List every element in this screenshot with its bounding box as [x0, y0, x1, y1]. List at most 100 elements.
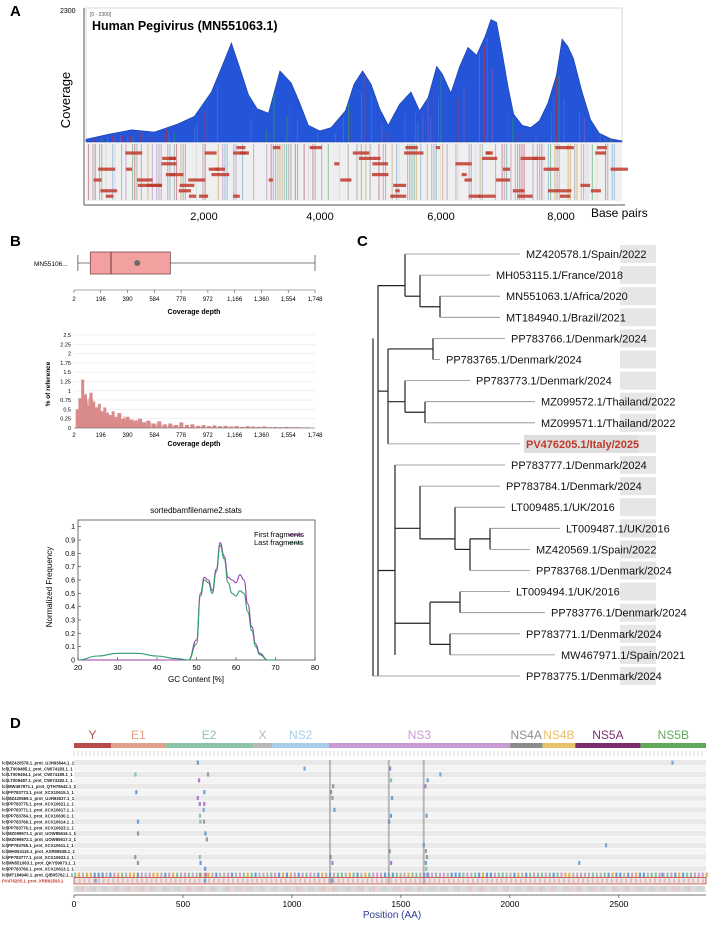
boxplot-mean — [134, 260, 141, 266]
alignment-variant-cell — [580, 872, 583, 877]
read-column — [605, 144, 607, 200]
alignment-variant-cell — [204, 866, 207, 871]
alignment-variant-cell — [400, 878, 402, 883]
alignment-variant-cell — [83, 878, 86, 883]
read-column — [365, 144, 367, 200]
alignment-variant-cell — [336, 872, 340, 877]
alignment-variant-cell — [304, 878, 306, 883]
alignment-variant-cell — [219, 872, 222, 877]
alignment-variant-cell — [685, 872, 689, 877]
domain-label-ns2: NS2 — [289, 728, 313, 742]
alignment-row-label: lcl|PP783771.1_prot_XCX10617.1_1 — [2, 808, 75, 813]
alignment-variant-cell — [262, 872, 265, 877]
read-mismatch-block — [555, 146, 569, 150]
read-column — [180, 144, 182, 200]
alignment-variant-cell — [179, 872, 183, 877]
alignment-variant-cell — [128, 872, 132, 877]
tree-tip-label: MN551063.1/Africa/2020 — [506, 291, 628, 303]
alignment-variant-cell — [372, 872, 375, 877]
read-mismatch-block — [161, 162, 177, 166]
boxplot-tick-label: 390 — [123, 297, 134, 303]
read-column — [596, 144, 598, 200]
alignment-variant-cell — [88, 878, 91, 883]
alignment-row — [74, 842, 706, 848]
read-mismatch-block — [125, 151, 143, 155]
gc-title: sortedbamfilename2.stats — [150, 506, 242, 515]
boxplot-tick-label: 1,554 — [281, 297, 297, 303]
read-column — [195, 144, 197, 200]
alignment-variant-cell — [256, 878, 258, 883]
alignment-variant-cell — [544, 872, 547, 877]
alignment-variant-cell — [601, 878, 604, 883]
alignment-variant-cell — [510, 878, 513, 883]
read-column — [475, 144, 477, 200]
alignment-variant-cell — [246, 878, 249, 883]
read-mismatch-block — [461, 173, 467, 177]
tree-tip-label: PP783771.1/Denmark/2024 — [526, 629, 662, 641]
read-mismatch-block — [409, 151, 424, 155]
tree-tip-label: PP783776.1/Denmark/2024 — [551, 608, 687, 620]
alignment-variant-cell — [419, 878, 422, 883]
hist-xtick-label: 196 — [96, 433, 107, 439]
boxplot-tick-label: 196 — [96, 297, 107, 303]
alignment-variant-cell — [222, 878, 225, 883]
alignment-variant-cell — [361, 878, 364, 883]
alignment-variant-cell — [524, 878, 527, 883]
alignment-variant-cell — [205, 837, 208, 842]
domain-bar-ns4a — [509, 743, 543, 748]
alignment-variant-cell — [113, 872, 116, 877]
alignment-row — [74, 824, 706, 831]
read-mismatch-block — [610, 167, 628, 171]
read-mismatch-block — [517, 194, 533, 198]
alignment-variant-cell — [199, 819, 202, 824]
tree-tip-label: PP783775.1/Denmark/2024 — [526, 671, 662, 683]
tree-highlight-box — [524, 434, 638, 453]
alignment-variant-cell — [433, 878, 436, 883]
hist-xtick-label: 1,554 — [281, 433, 297, 439]
read-column — [303, 144, 305, 200]
read-mismatch-block — [100, 189, 118, 193]
read-column — [382, 144, 384, 200]
read-mismatch-block — [236, 146, 246, 150]
alignment-variant-cell — [500, 878, 503, 883]
read-column — [585, 144, 587, 200]
read-mismatch-block — [165, 173, 184, 177]
alignment-variant-cell — [505, 878, 508, 883]
tree-tip-label: MW467971.1/Spain/2021 — [561, 650, 685, 662]
coverage-xtick-4000: 4,000 — [306, 211, 334, 223]
alignment-variant-cell — [560, 872, 563, 877]
hist-bar — [168, 423, 173, 428]
alignment-variant-cell — [426, 778, 429, 783]
alignment-variant-cell — [74, 878, 76, 883]
read-column — [279, 144, 281, 200]
alignment-variant-cell — [682, 878, 685, 883]
alignment-variant-cell — [196, 760, 199, 765]
alignment-variant-cell — [275, 878, 278, 883]
alignment-variant-cell — [587, 872, 591, 877]
alignment-variant-cell — [619, 872, 622, 877]
read-mismatch-block — [98, 167, 116, 171]
alignment-variant-cell — [454, 872, 457, 877]
hist-xlabel: Coverage depth — [168, 441, 221, 448]
alignment-variant-cell — [203, 872, 206, 877]
alignment-row — [74, 807, 706, 813]
alignment-row-label: lcl|PP783765.1_prot_XCX10611.1_1 — [2, 843, 74, 848]
alignment-variant-cell — [385, 878, 388, 883]
read-mismatch-block — [543, 167, 560, 171]
alignment-variant-cell — [682, 872, 685, 877]
domain-label-ns4b: NS4B — [543, 728, 574, 742]
alignment-variant-cell — [692, 878, 695, 883]
read-column — [132, 144, 134, 200]
read-mismatch-block — [199, 194, 209, 198]
read-column — [536, 144, 538, 200]
alignment-variant-cell — [260, 878, 263, 883]
alignment-variant-cell — [428, 878, 431, 883]
domain-label-x: X — [259, 728, 267, 742]
alignment-variant-cell — [424, 849, 427, 854]
panel-b: B MN55106... 2 196 390 584 778 972 1,166 1,360 1… — [10, 233, 323, 684]
alignment-xtick-label: 0 — [72, 899, 77, 909]
alignment-variant-cell — [485, 872, 489, 877]
read-column — [455, 144, 457, 200]
gc-ytick-label: 0.7 — [65, 564, 75, 571]
